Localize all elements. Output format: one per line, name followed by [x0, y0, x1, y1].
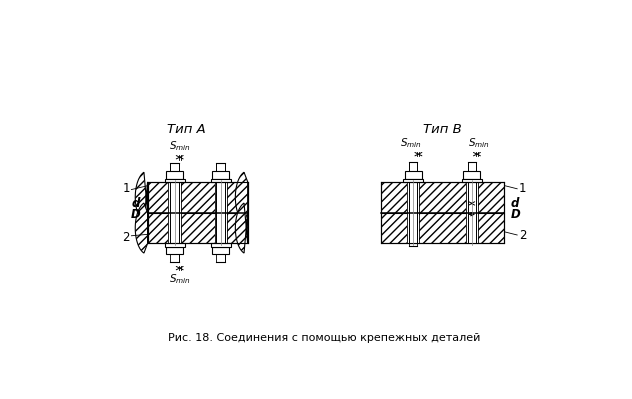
Bar — [381, 213, 504, 243]
Polygon shape — [235, 203, 248, 253]
Bar — [463, 171, 480, 179]
Text: $\boldsymbol{S_{min}}$: $\boldsymbol{S_{min}}$ — [169, 140, 191, 153]
Bar — [403, 179, 423, 182]
Polygon shape — [135, 172, 147, 222]
Polygon shape — [135, 203, 147, 253]
Polygon shape — [235, 172, 248, 222]
Bar — [462, 179, 482, 182]
Text: 2: 2 — [519, 229, 526, 242]
Text: Тип B: Тип B — [423, 123, 462, 136]
Bar — [217, 163, 225, 262]
Bar — [166, 171, 183, 179]
Bar — [147, 213, 248, 243]
Text: $\boldsymbol{D}$: $\boldsymbol{D}$ — [130, 208, 142, 221]
Bar — [381, 182, 504, 213]
Bar — [210, 243, 231, 247]
Text: $\boldsymbol{S_{min}}$: $\boldsymbol{S_{min}}$ — [169, 272, 191, 286]
Text: $\boldsymbol{d}$: $\boldsymbol{d}$ — [510, 196, 521, 210]
Bar — [214, 182, 227, 243]
Bar — [466, 182, 478, 243]
Bar — [168, 182, 181, 243]
Text: 1: 1 — [519, 182, 526, 195]
Bar — [164, 179, 185, 182]
Bar — [170, 163, 179, 262]
Text: $\boldsymbol{D}$: $\boldsymbol{D}$ — [510, 208, 521, 221]
Bar — [404, 171, 422, 179]
Bar — [212, 247, 229, 254]
Text: $\boldsymbol{S_{min}}$: $\boldsymbol{S_{min}}$ — [468, 136, 489, 150]
Text: $\boldsymbol{d}$: $\boldsymbol{d}$ — [131, 196, 142, 210]
Text: 2: 2 — [122, 231, 130, 244]
Bar — [147, 182, 248, 213]
Bar — [212, 171, 229, 179]
Bar — [170, 254, 179, 262]
Bar — [164, 243, 185, 247]
Text: 1: 1 — [122, 182, 130, 195]
Text: $\boldsymbol{S_{min}}$: $\boldsymbol{S_{min}}$ — [400, 136, 422, 150]
Bar — [217, 254, 225, 262]
Text: Тип A: Тип A — [167, 123, 205, 136]
Text: Рис. 18. Соединения с помощью крепежных деталей: Рис. 18. Соединения с помощью крепежных … — [167, 333, 480, 343]
Bar — [210, 179, 231, 182]
Bar — [407, 182, 420, 243]
Bar — [166, 247, 183, 254]
